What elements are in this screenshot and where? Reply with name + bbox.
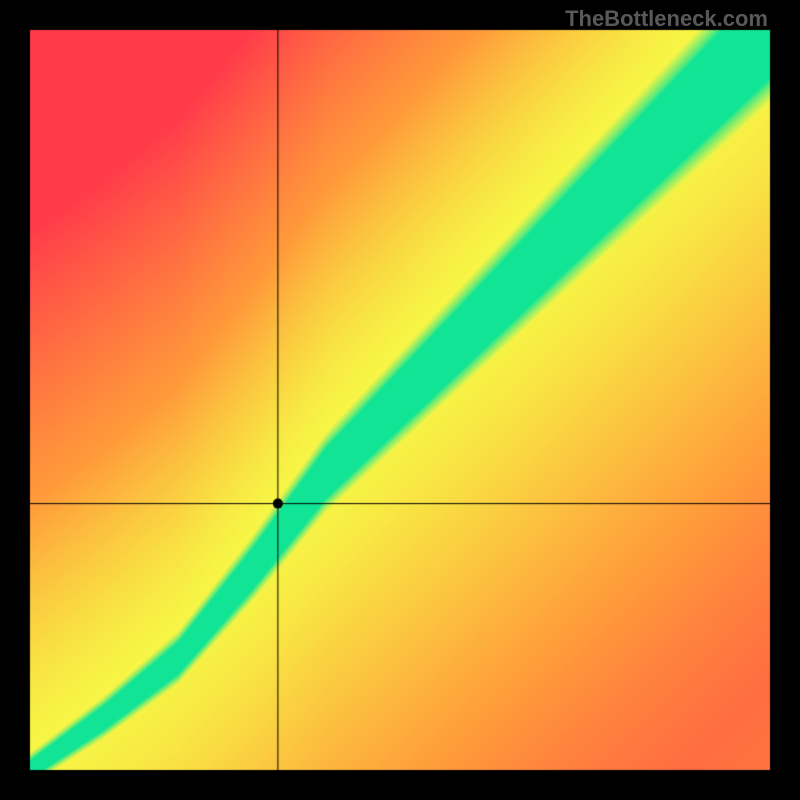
bottleneck-heatmap: [0, 0, 800, 800]
container: TheBottleneck.com: [0, 0, 800, 800]
watermark-text: TheBottleneck.com: [565, 6, 768, 32]
